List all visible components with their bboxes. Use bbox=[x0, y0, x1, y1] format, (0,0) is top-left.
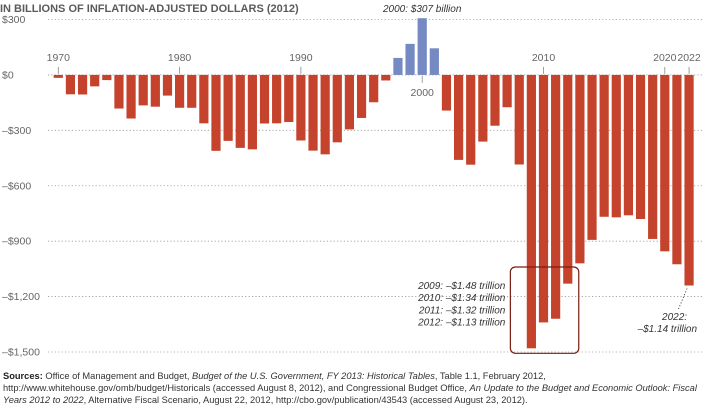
bar-1973 bbox=[90, 74, 100, 87]
bar-1996 bbox=[369, 74, 379, 103]
y-tick-label-0: $0 bbox=[2, 69, 14, 81]
bar-2020 bbox=[660, 74, 670, 252]
bars bbox=[53, 18, 694, 349]
sources-title-1: Budget of the U.S. Government, FY 2013: … bbox=[192, 371, 435, 381]
bar-1984 bbox=[223, 74, 233, 141]
x-tick-label-1990: 1990 bbox=[289, 52, 313, 64]
x-tick-label-2010: 2010 bbox=[532, 52, 556, 64]
bar-1991 bbox=[308, 74, 318, 151]
sources-text-3: , Alternative Fiscal Scenario, August 22… bbox=[83, 395, 528, 405]
bar-1987 bbox=[259, 74, 270, 124]
sources-note: Sources: Office of Management and Budget… bbox=[3, 370, 709, 406]
bar-2007 bbox=[502, 74, 512, 108]
y-tick-label--900: –$900 bbox=[2, 236, 31, 248]
bar-2021 bbox=[672, 74, 682, 265]
bar-1988 bbox=[272, 74, 282, 124]
bar-1985 bbox=[235, 74, 245, 148]
bar-2017 bbox=[623, 74, 634, 216]
sources-label: Sources: bbox=[3, 371, 43, 381]
bar-2019 bbox=[648, 74, 658, 239]
x-tick-label-2000: 2000 bbox=[411, 87, 435, 99]
bar-2012 bbox=[563, 74, 573, 284]
bar-1990 bbox=[296, 74, 306, 141]
x-axis-tick-labels: 1970 1980 1990 2010 2020 2022 2000 bbox=[47, 52, 701, 99]
bar-1982 bbox=[199, 74, 209, 124]
highlight-box-2009-2012 bbox=[509, 266, 580, 354]
bar-2009 bbox=[526, 74, 536, 349]
bar-2002 bbox=[441, 74, 452, 111]
bar-1972 bbox=[77, 74, 88, 95]
annotation-2022-line-1: 2022: bbox=[661, 312, 687, 323]
sources-text-2: , Table 1.1, February 2012, http://www.w… bbox=[3, 371, 546, 393]
bar-2014 bbox=[587, 74, 597, 240]
bar-1994 bbox=[344, 74, 355, 130]
deficit-bar-chart: IN BILLIONS OF INFLATION-ADJUSTED DOLLAR… bbox=[0, 3, 702, 359]
y-tick-label--300: –$300 bbox=[2, 125, 31, 137]
y-tick-label--1500: –$1,500 bbox=[2, 347, 40, 359]
chart-subtitle: IN BILLIONS OF INFLATION-ADJUSTED DOLLAR… bbox=[0, 3, 299, 15]
bar-1970 bbox=[53, 74, 63, 78]
annotation-box-line-3: 2012: –$1.13 trillion bbox=[417, 318, 506, 329]
bar-1974 bbox=[102, 74, 112, 81]
bar-1977 bbox=[138, 74, 148, 106]
bar-2004 bbox=[466, 74, 476, 165]
bar-1978 bbox=[150, 74, 160, 107]
y-tick-label--1200: –$1,200 bbox=[2, 291, 40, 303]
bar-2022 bbox=[684, 74, 694, 286]
x-tick-label-2022: 2022 bbox=[677, 52, 701, 64]
bar-2006 bbox=[490, 74, 500, 126]
annotation-2022-line-2: –$1.14 trillion bbox=[637, 324, 698, 335]
bar-2018 bbox=[635, 74, 646, 220]
annotation-box-line-2: 2011: –$1.32 trillion bbox=[418, 305, 506, 316]
bar-1998 bbox=[393, 57, 403, 75]
bar-1999 bbox=[405, 43, 415, 75]
bar-1983 bbox=[211, 74, 221, 151]
x-tick-label-1970: 1970 bbox=[47, 52, 71, 64]
x-tick-label-2020: 2020 bbox=[653, 52, 677, 64]
bar-2015 bbox=[599, 74, 609, 217]
annotation-box-line-0: 2009: –$1.48 trillion bbox=[417, 281, 506, 292]
y-tick-label--600: –$600 bbox=[2, 180, 31, 192]
bar-1971 bbox=[65, 74, 76, 95]
sources-text-1: Office of Management and Budget, bbox=[45, 371, 192, 381]
bar-1989 bbox=[284, 74, 294, 123]
bar-2001 bbox=[429, 48, 439, 75]
bar-2003 bbox=[453, 74, 464, 160]
bar-1981 bbox=[187, 74, 197, 108]
bar-1979 bbox=[162, 74, 173, 96]
bar-1993 bbox=[332, 74, 342, 143]
bar-2010 bbox=[538, 74, 549, 323]
bar-2005 bbox=[478, 74, 488, 142]
bar-1975 bbox=[114, 74, 124, 109]
bar-1992 bbox=[320, 74, 330, 155]
x-tick-label-1980: 1980 bbox=[168, 52, 192, 64]
annotation-2022-leader bbox=[677, 288, 688, 311]
bar-2016 bbox=[611, 74, 621, 218]
annotation-box-line-1: 2010: –$1.34 trillion bbox=[417, 293, 506, 304]
y-axis-tick-labels: $300 $0 –$300 –$600 –$900 –$1,200 –$1,500 bbox=[2, 14, 40, 359]
y-tick-label-300: $300 bbox=[2, 14, 26, 26]
bar-1997 bbox=[381, 74, 391, 81]
bar-2008 bbox=[514, 74, 524, 165]
bar-2011 bbox=[551, 74, 561, 319]
bar-2013 bbox=[575, 74, 585, 264]
bar-1976 bbox=[126, 74, 136, 119]
bar-2000 bbox=[417, 18, 427, 75]
bar-1995 bbox=[356, 74, 367, 118]
annotation-peak-2000: 2000: $307 billion bbox=[382, 4, 462, 15]
bar-1986 bbox=[247, 74, 257, 150]
bar-1980 bbox=[175, 74, 185, 108]
